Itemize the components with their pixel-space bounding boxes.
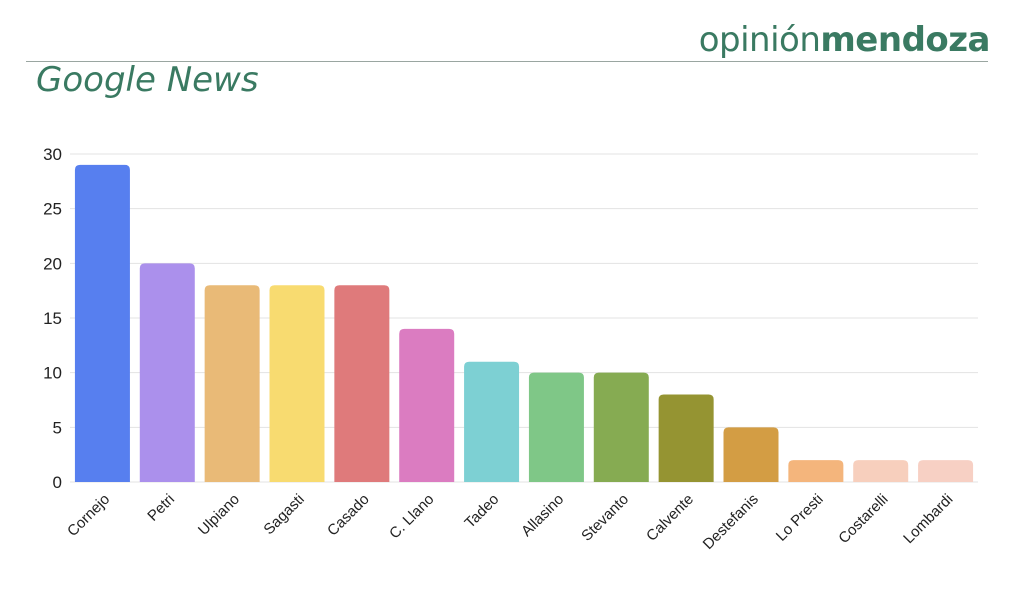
y-tick-label: 25 [43, 200, 62, 219]
x-tick-label: Lo Presti [773, 491, 827, 545]
y-axis: 0 5 10 15 20 25 30 [43, 145, 62, 492]
y-tick-label: 10 [43, 364, 62, 383]
bar-lo-presti [788, 460, 844, 482]
x-tick-label: Tadeo [461, 491, 502, 532]
brand-logo: opiniónmendoza [698, 20, 991, 60]
bar-petri [139, 263, 195, 482]
bar-stevanto [593, 372, 649, 482]
bar-c-llano [399, 328, 455, 482]
bar-costarelli [853, 460, 909, 482]
y-tick-label: 20 [43, 254, 62, 273]
y-tick-label: 30 [43, 145, 62, 164]
x-tick-label: Destefanis [700, 491, 762, 553]
bar-tadeo [464, 361, 520, 482]
brand-logo-part1: opinión [698, 20, 821, 60]
bar-casado [334, 285, 390, 482]
x-tick-label: Petri [144, 491, 178, 525]
x-tick-label: Calvente [643, 491, 697, 545]
x-tick-label: Costarelli [835, 491, 891, 547]
bar-ulpiano [204, 285, 260, 482]
x-tick-label: Allasino [518, 491, 567, 540]
header-divider [26, 61, 988, 62]
x-tick-label: Casado [324, 491, 373, 540]
bars [74, 164, 974, 482]
x-tick-label: Stevanto [578, 491, 632, 545]
chart-title: Google News [36, 60, 259, 100]
x-tick-label: C. Llano [386, 491, 438, 543]
y-tick-label: 0 [53, 473, 62, 492]
bar-lombardi [918, 460, 974, 482]
bar-cornejo [74, 164, 130, 482]
bar-sagasti [269, 285, 325, 482]
bar-calvente [658, 394, 714, 482]
x-tick-label: Lombardi [900, 491, 956, 547]
x-tick-label: Ulpiano [195, 491, 243, 539]
y-tick-label: 5 [53, 418, 62, 437]
y-tick-label: 15 [43, 309, 62, 328]
x-tick-label: Sagasti [260, 491, 307, 538]
x-axis: Cornejo Petri Ulpiano Sagasti Casado C. Llano… [64, 491, 956, 553]
brand-logo-part2: mendoza [820, 20, 990, 60]
x-tick-label: Cornejo [64, 491, 113, 540]
bar-allasino [528, 372, 584, 482]
bar-destefanis [723, 427, 779, 482]
